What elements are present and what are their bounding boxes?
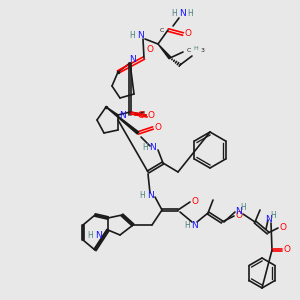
Text: O: O (148, 110, 154, 119)
Text: N: N (94, 232, 101, 241)
Text: N: N (136, 32, 143, 40)
Text: O: O (191, 197, 199, 206)
Text: H: H (139, 190, 145, 200)
Text: H: H (240, 202, 246, 211)
Text: C: C (187, 47, 191, 52)
Polygon shape (158, 44, 171, 59)
Text: 3: 3 (201, 47, 205, 52)
Text: C: C (160, 28, 164, 32)
Text: N: N (147, 190, 153, 200)
Text: H: H (87, 232, 93, 241)
Text: N: N (130, 55, 136, 64)
Text: N: N (265, 215, 272, 224)
Text: H: H (270, 211, 276, 220)
Text: O: O (137, 110, 145, 119)
Text: N: N (150, 143, 156, 152)
Text: O: O (280, 224, 286, 232)
Text: N: N (192, 220, 198, 230)
Text: H: H (184, 220, 190, 230)
Text: N: N (118, 110, 125, 119)
Text: H: H (129, 32, 135, 40)
Text: N: N (235, 208, 242, 217)
Text: N: N (178, 10, 185, 19)
Text: H: H (187, 10, 193, 19)
Text: H: H (171, 10, 177, 19)
Text: H: H (142, 143, 148, 152)
Text: O: O (146, 46, 154, 55)
Text: O: O (184, 29, 191, 38)
Text: H: H (194, 46, 198, 50)
Text: O: O (236, 212, 242, 220)
Text: O: O (154, 124, 161, 133)
Polygon shape (106, 107, 139, 134)
Text: O: O (284, 245, 290, 254)
